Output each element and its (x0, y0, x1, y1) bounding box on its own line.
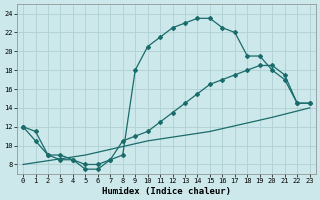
X-axis label: Humidex (Indice chaleur): Humidex (Indice chaleur) (102, 187, 231, 196)
